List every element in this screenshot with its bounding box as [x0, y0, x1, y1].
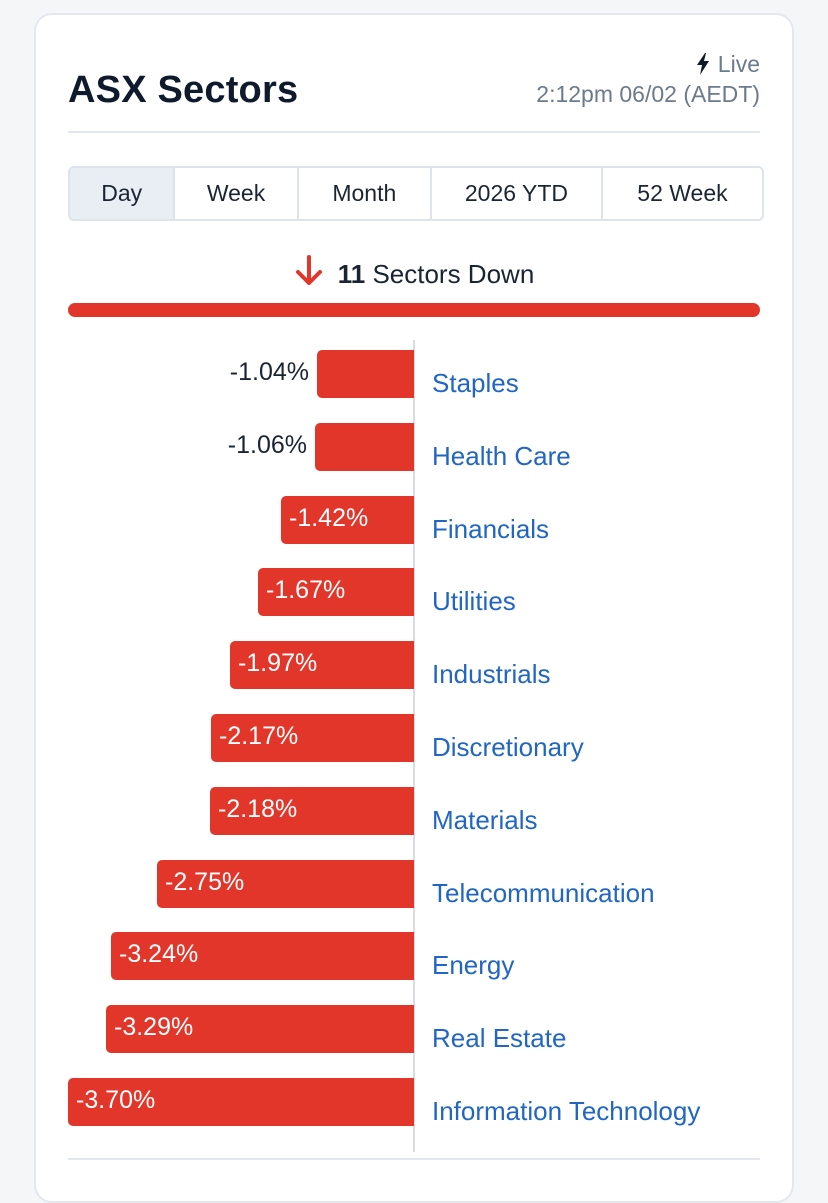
sector-value-label: -1.42%: [289, 503, 369, 532]
sector-value-label: -2.17%: [219, 722, 299, 750]
sector-link[interactable]: Energy: [432, 950, 515, 981]
sector-link[interactable]: Staples: [432, 368, 519, 398]
chart-zero-axis: [413, 340, 415, 1152]
sector-value-label: -1.06%: [227, 430, 307, 459]
tab-2026-ytd[interactable]: 2026 YTD: [432, 168, 603, 219]
sector-link[interactable]: Utilities: [432, 586, 516, 617]
header-divider: [68, 131, 760, 133]
sector-row: -1.04% Staples: [36, 350, 796, 398]
sector-bar: [317, 350, 414, 398]
breadth-bar: [68, 303, 760, 317]
tab-week[interactable]: Week: [175, 168, 299, 219]
sector-bar: [210, 786, 414, 835]
timestamp: 2:12pm 06/02 (AEDT): [536, 81, 760, 107]
sector-row: -2.18% Materials: [36, 786, 796, 835]
sector-row: -3.24% Energy: [36, 932, 796, 981]
tab-52-week[interactable]: 52 Week: [637, 180, 728, 206]
sector-bar: [68, 1078, 414, 1126]
tab-day[interactable]: Day: [70, 168, 176, 219]
live-status: Live 2:12pm 06/02 (AEDT): [536, 49, 760, 109]
sector-value-label: -3.29%: [114, 1013, 194, 1042]
sector-link[interactable]: Industrials: [432, 659, 551, 690]
sector-bar: [281, 495, 414, 544]
sector-bar: [111, 932, 414, 981]
sector-bar: [157, 859, 414, 908]
sector-row: -1.42% Financials: [36, 495, 796, 544]
sector-value-label: -1.67%: [266, 576, 346, 605]
sector-link[interactable]: Financials: [432, 513, 550, 544]
live-label: Live: [717, 51, 760, 77]
sector-link[interactable]: Materials: [432, 804, 538, 835]
sector-bar: [230, 641, 414, 690]
sector-bar: [315, 422, 414, 471]
sectors-down-text: Sectors Down: [372, 259, 535, 289]
sector-bar: [106, 1005, 414, 1054]
tab-month[interactable]: Month: [299, 168, 432, 219]
sector-row: -2.75% Telecommunication: [36, 859, 796, 908]
sector-bar: [258, 568, 414, 617]
sector-value-label: -1.04%: [229, 358, 309, 386]
sector-row: -1.06% Health Care: [36, 422, 796, 471]
sector-link[interactable]: Real Estate: [432, 1023, 567, 1054]
sector-bar: [211, 714, 414, 762]
sector-link[interactable]: Health Care: [432, 440, 571, 471]
card-title: ASX Sectors: [68, 69, 299, 111]
sector-value-label: -3.70%: [76, 1086, 156, 1114]
sector-link[interactable]: Discretionary: [432, 732, 584, 762]
sector-value-label: -2.75%: [165, 867, 245, 896]
sector-row: -1.67% Utilities: [36, 568, 796, 617]
sector-row: -1.97% Industrials: [36, 641, 796, 690]
sector-row: -3.70% Information Technology: [36, 1078, 796, 1126]
sector-value-label: -2.18%: [218, 794, 298, 823]
sector-link[interactable]: Telecommunication: [432, 877, 655, 908]
sector-value-label: -3.24%: [119, 940, 199, 969]
sector-row: -2.17% Discretionary: [36, 714, 796, 762]
sector-value-label: -1.97%: [238, 649, 318, 678]
sectors-summary: 11 Sectors Down: [36, 255, 792, 294]
period-tabs: Day Week Month 2026 YTD 52 Week: [68, 166, 764, 221]
sector-link[interactable]: Information Technology: [432, 1096, 701, 1126]
sector-row: -3.29% Real Estate: [36, 1005, 796, 1054]
arrow-down-icon: [294, 255, 324, 294]
sectors-card: ASX Sectors Live 2:12pm 06/02 (AEDT) Day…: [34, 13, 794, 1203]
footer-divider: [68, 1158, 760, 1160]
sectors-down-count: 11: [337, 259, 366, 289]
lightning-bolt-icon: [696, 53, 710, 75]
